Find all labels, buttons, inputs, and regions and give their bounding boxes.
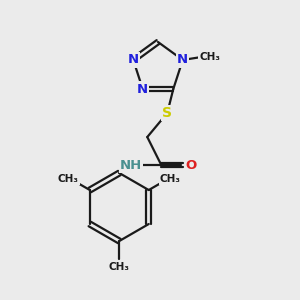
Text: NH: NH (120, 158, 142, 172)
Text: N: N (137, 82, 148, 95)
Text: CH₃: CH₃ (58, 174, 79, 184)
Text: N: N (177, 53, 188, 67)
Text: S: S (162, 106, 172, 120)
Text: CH₃: CH₃ (199, 52, 220, 62)
Text: CH₃: CH₃ (109, 262, 130, 272)
Text: O: O (186, 158, 197, 172)
Text: CH₃: CH₃ (160, 174, 181, 184)
Text: N: N (128, 53, 139, 67)
